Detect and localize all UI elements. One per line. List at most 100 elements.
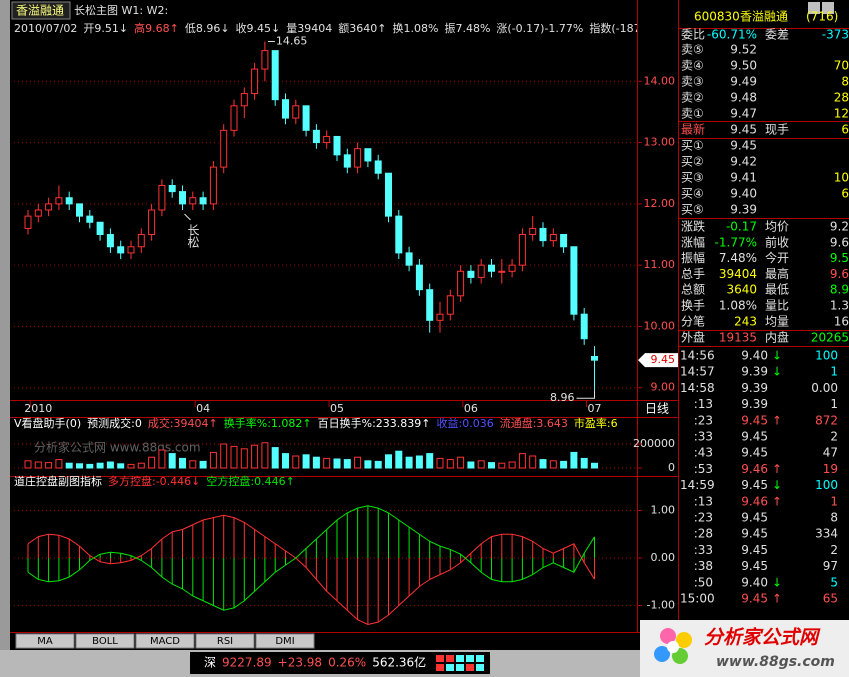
minimize-button[interactable]: [808, 2, 820, 14]
indicator-tab[interactable]: [75, 633, 135, 649]
tick-direction: ↑: [772, 413, 782, 427]
indicator-tab-label[interactable]: RSI: [217, 636, 233, 647]
volume-bar: [302, 454, 310, 469]
tick-price: 9.46: [741, 494, 768, 508]
indicator-tab[interactable]: [15, 633, 75, 649]
tick-direction: ↓: [772, 349, 782, 363]
candle-body: [34, 209, 42, 217]
indicator-tab[interactable]: [135, 633, 195, 649]
indicator-tab[interactable]: [255, 633, 315, 649]
stat-label: 今开: [765, 250, 789, 265]
stat-label: 总手: [681, 267, 705, 281]
volume-bar: [189, 460, 197, 469]
candle-body: [446, 295, 454, 315]
oscillator-line: [27, 514, 595, 626]
tick-price: 9.45: [741, 527, 768, 541]
tick-volume: 65: [823, 592, 838, 606]
candle-body: [282, 99, 289, 119]
volume-bar: [405, 456, 413, 469]
tick-time: :28: [694, 527, 713, 541]
volume-bar: [45, 462, 53, 469]
title-box: [11, 1, 71, 20]
candle-body: [539, 227, 547, 242]
volume-bar: [220, 443, 228, 469]
candle-body: [364, 148, 372, 162]
volume-bar: [271, 447, 279, 469]
tick-price: 9.40: [741, 349, 768, 363]
last-price-tag: [638, 353, 678, 368]
tick-volume: 872: [815, 413, 838, 427]
volume-bar: [179, 457, 186, 469]
volume-bar: [333, 458, 341, 469]
y-tick-label: 200000: [633, 437, 675, 450]
indicator-tab-label[interactable]: MACD: [150, 636, 180, 647]
close-button[interactable]: [822, 2, 834, 14]
indicator-tab-label[interactable]: DMI: [275, 636, 294, 647]
header-item: 空方控盘:0.446↑: [206, 474, 294, 488]
stock-count: (716): [806, 10, 838, 24]
candle-body: [45, 203, 53, 211]
candle-body: [457, 270, 465, 297]
tick-volume: 8: [830, 511, 838, 525]
y-tick-label: 0: [668, 461, 675, 474]
candle-body: [426, 289, 434, 321]
tick-time: :38: [694, 559, 713, 573]
tick-price: 9.46: [741, 462, 768, 476]
book-price: 9.48: [730, 91, 757, 105]
ratio-value: -373: [822, 28, 849, 42]
oscillator-line: [27, 505, 595, 611]
stat-label: 量比: [765, 299, 789, 313]
outer-value: 20265: [811, 331, 849, 345]
y-tick-label: 11.00: [644, 258, 676, 271]
signal-arrow: [184, 213, 191, 221]
y-tick-label: -1.00: [647, 599, 675, 612]
volume-bar: [529, 455, 537, 469]
info-item: 换1.08%: [393, 21, 439, 35]
info-item: 2010/07/02: [14, 22, 77, 35]
indicator-tab-label[interactable]: BOLL: [92, 636, 118, 647]
ratio-value: -60.71%: [707, 28, 757, 42]
stat-label: 均量: [765, 314, 789, 328]
date-label: 05: [330, 402, 344, 415]
tick-time: 15:00: [680, 592, 715, 606]
candle-body: [251, 68, 259, 95]
tick-price: 9.39: [741, 397, 768, 411]
tick-price: 9.45: [741, 413, 768, 427]
y-tick-label: 13.00: [644, 136, 676, 149]
header-item: 收益:0.036: [437, 416, 494, 430]
indicator-tab-label[interactable]: MA: [37, 636, 53, 647]
volume-bar: [374, 460, 382, 469]
tick-price: 9.45: [741, 430, 768, 444]
book-price: 9.39: [730, 203, 757, 217]
candle-body: [148, 209, 156, 236]
volume-bar: [446, 459, 454, 469]
logo-name: 分析家公式网: [704, 627, 821, 649]
ratio-label: 委比: [681, 28, 705, 42]
candle-body: [220, 129, 228, 168]
volume-bar: [580, 457, 588, 469]
candle-body: [189, 197, 197, 205]
book-label: 买①: [681, 139, 704, 153]
tick-time: :33: [694, 543, 713, 557]
indicator-tab[interactable]: [195, 633, 255, 649]
info-item: 量39404: [286, 22, 332, 35]
tick-price: 9.45: [741, 543, 768, 557]
tick-direction: ↑: [772, 592, 782, 606]
volume-bar: [282, 453, 289, 469]
volume-bar: [385, 454, 392, 469]
volume-bar: [560, 460, 568, 469]
tick-direction: ↓: [772, 478, 782, 492]
volume-bar: [498, 462, 506, 469]
stat-value: 9.6: [830, 235, 849, 249]
stat-value: 1.08%: [719, 299, 757, 313]
book-price: 9.49: [730, 75, 757, 89]
tick-volume: 47: [823, 446, 838, 460]
date-label: 04: [196, 402, 210, 415]
candle-body: [415, 264, 423, 291]
stat-value: 8.9: [830, 283, 849, 297]
header-item: 换手率%:1.082↑: [224, 416, 312, 430]
book-volume: 8: [841, 75, 849, 89]
candle-body: [570, 246, 578, 315]
